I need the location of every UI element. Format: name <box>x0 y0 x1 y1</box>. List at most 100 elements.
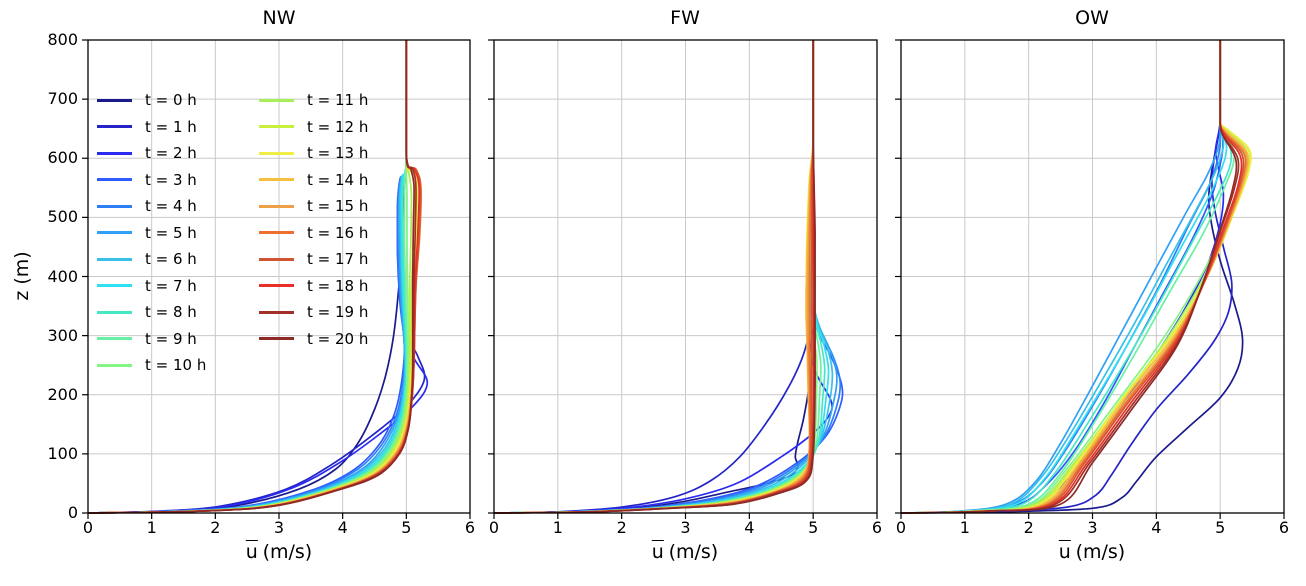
u-overbar: u <box>245 541 258 563</box>
legend-label: t = 2 h <box>145 144 197 163</box>
x-tick-label: 1 <box>552 518 563 537</box>
curve-t=20h <box>900 40 1238 514</box>
legend-label: t = 11 h <box>307 91 369 110</box>
legend-item: t = 19 h <box>259 299 421 326</box>
y-tick-label: 400 <box>47 266 78 286</box>
curve-t=7h <box>900 40 1228 514</box>
x-tick-label: 2 <box>616 518 627 537</box>
legend-color-swatch <box>97 231 132 235</box>
u-overbar: u <box>651 541 664 563</box>
legend-column: t = 11 h t = 12 h t = 13 h t = 14 h t = 15 h… <box>259 87 421 379</box>
legend-item: t = 12 h <box>259 114 421 141</box>
y-tick-label: 300 <box>47 325 78 345</box>
legend-label: t = 5 h <box>145 223 197 242</box>
panel-title-ow: OW <box>1075 7 1109 29</box>
legend-label: t = 10 h <box>145 356 207 375</box>
legend-item: t = 0 h <box>97 87 259 114</box>
curve-t=0h <box>900 40 1244 514</box>
legend-color-swatch <box>259 204 294 208</box>
x-tick-label: 0 <box>488 518 500 537</box>
x-tick-label: 5 <box>401 518 412 537</box>
y-tick-label: 700 <box>47 89 78 109</box>
legend-color-swatch <box>259 151 294 155</box>
legend-color-swatch <box>259 178 294 182</box>
y-tick-label: 600 <box>47 148 78 168</box>
legend-label: t = 16 h <box>307 223 369 242</box>
legend-item: t = 13 h <box>259 140 421 167</box>
legend-color-swatch <box>259 98 294 102</box>
x-tick-label: 4 <box>744 518 755 537</box>
x-axis-label-nw: u (m/s) <box>245 541 313 563</box>
legend-column: t = 0 h t = 1 h t = 2 h t = 3 h t = 4 h t = 5… <box>97 87 259 379</box>
legend-item: t = 18 h <box>259 273 421 300</box>
legend-color-swatch <box>97 337 132 341</box>
x-tick-label: 2 <box>210 518 221 537</box>
x-tick-label: 3 <box>680 518 691 537</box>
legend-label: t = 4 h <box>145 197 197 216</box>
x-tick-label: 5 <box>1215 518 1226 537</box>
legend-label: t = 15 h <box>307 197 369 216</box>
y-tick-label: 100 <box>47 443 78 463</box>
curves-fw <box>493 40 844 514</box>
x-tick-label: 0 <box>82 518 94 537</box>
legend-item: t = 9 h <box>97 326 259 353</box>
legend-item: t = 8 h <box>97 299 259 326</box>
legend-item: t = 2 h <box>97 140 259 167</box>
legend-color-swatch <box>259 125 294 129</box>
panel-title-fw: FW <box>670 7 700 29</box>
legend-item: t = 4 h <box>97 193 259 220</box>
x-tick-label: 5 <box>808 518 819 537</box>
legend-color-swatch <box>259 257 294 261</box>
legend-item: t = 10 h <box>97 352 259 379</box>
legend-label: t = 19 h <box>307 303 369 322</box>
legend-label: t = 9 h <box>145 329 197 348</box>
x-tick-label: 6 <box>1278 518 1290 537</box>
x-tick-label: 2 <box>1023 518 1034 537</box>
legend-color-swatch <box>97 363 132 367</box>
legend-label: t = 6 h <box>145 250 197 269</box>
legend-item: t = 6 h <box>97 246 259 273</box>
legend-item: t = 20 h <box>259 326 421 353</box>
curves-ow <box>900 40 1252 514</box>
legend-label: t = 7 h <box>145 276 197 295</box>
legend-label: t = 0 h <box>145 91 197 110</box>
panel-nw <box>82 39 471 519</box>
legend-color-swatch <box>97 257 132 261</box>
legend-item: t = 7 h <box>97 273 259 300</box>
legend-item: t = 1 h <box>97 114 259 141</box>
y-tick-label: 200 <box>47 384 78 404</box>
legend: t = 0 h t = 1 h t = 2 h t = 3 h t = 4 h t = 5… <box>97 87 421 379</box>
legend-label: t = 20 h <box>307 329 369 348</box>
legend-label: t = 3 h <box>145 170 197 189</box>
x-tick-label: 3 <box>1087 518 1098 537</box>
y-tick-label: 500 <box>47 207 78 227</box>
legend-label: t = 14 h <box>307 170 369 189</box>
x-axis-label-fw: u (m/s) <box>651 541 719 563</box>
legend-label: t = 18 h <box>307 276 369 295</box>
legend-color-swatch <box>97 125 132 129</box>
legend-color-swatch <box>97 310 132 314</box>
legend-item: t = 15 h <box>259 193 421 220</box>
x-axis-label-ow: u (m/s) <box>1058 541 1126 563</box>
legend-label: t = 8 h <box>145 303 197 322</box>
legend-label: t = 17 h <box>307 250 369 269</box>
legend-item: t = 14 h <box>259 167 421 194</box>
legend-color-swatch <box>97 151 132 155</box>
legend-color-swatch <box>259 337 294 341</box>
panel-fw <box>488 39 878 519</box>
legend-color-swatch <box>259 310 294 314</box>
curve-t=20h <box>87 40 415 514</box>
curve-t=5h <box>900 40 1222 514</box>
legend-color-swatch <box>97 204 132 208</box>
legend-color-swatch <box>259 231 294 235</box>
x-tick-label: 6 <box>871 518 883 537</box>
u-overbar: u <box>1058 541 1071 563</box>
legend-color-swatch <box>259 284 294 288</box>
x-tick-label: 1 <box>146 518 157 537</box>
x-tick-label: 4 <box>1151 518 1162 537</box>
legend-color-swatch <box>97 284 132 288</box>
curve-t=8h <box>900 40 1233 514</box>
legend-item: t = 5 h <box>97 220 259 247</box>
curve-t=6h <box>900 40 1225 514</box>
